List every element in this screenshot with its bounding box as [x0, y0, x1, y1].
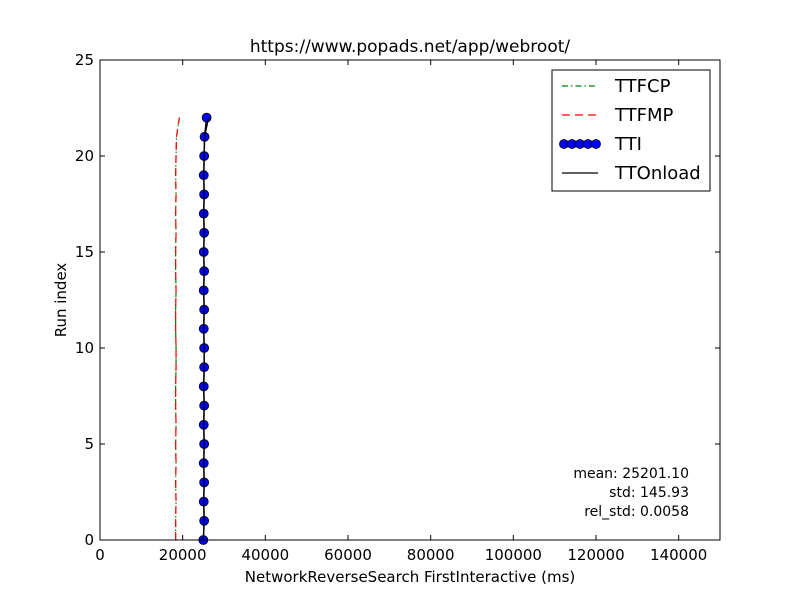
series-line-ttonload — [202, 117, 210, 541]
series-ttfmp — [175, 117, 180, 540]
y-tick-label: 20 — [75, 147, 94, 165]
x-axis-label: NetworkReverseSearch FirstInteractive (m… — [245, 568, 576, 586]
chart-title: https://www.popads.net/app/webroot/ — [250, 37, 571, 57]
legend-marker — [591, 139, 601, 149]
stat-rel-std: rel_std: 0.0058 — [584, 504, 689, 520]
legend: TTFCP TTFMP TTI TTOnload — [551, 69, 711, 192]
x-tick-label: 60000 — [324, 546, 372, 564]
x-tick-label: 0 — [95, 546, 105, 564]
x-tick-label: 80000 — [407, 546, 455, 564]
series-ttonload — [202, 117, 210, 541]
legend-label: TTFCP — [614, 76, 671, 97]
y-tick-label: 0 — [84, 531, 94, 549]
legend-label: TTFMP — [614, 105, 674, 126]
stats-annotation: mean: 25201.10 std: 145.93 rel_std: 0.00… — [573, 466, 689, 520]
legend-label: TTOnload — [614, 163, 701, 184]
x-tick-label: 40000 — [241, 546, 289, 564]
series-layer — [175, 112, 212, 545]
y-tick-label: 5 — [84, 435, 94, 453]
stat-mean: mean: 25201.10 — [573, 466, 689, 482]
legend-item-ttfmp: TTFMP — [562, 105, 674, 126]
x-tick-label: 140000 — [650, 546, 707, 564]
y-tick-label: 15 — [75, 243, 94, 261]
stat-std: std: 145.93 — [609, 485, 689, 501]
y-tick-label: 10 — [75, 339, 94, 357]
tick-layer: 0 20000 40000 60000 80000 100000 120000 140000 0… — [75, 51, 720, 564]
x-tick-label: 120000 — [567, 546, 624, 564]
tti-point — [201, 112, 212, 123]
x-tick-label: 100000 — [485, 546, 542, 564]
series-line-ttfmp — [175, 117, 180, 540]
legend-label: TTI — [614, 134, 642, 155]
legend-item-ttonload: TTOnload — [562, 163, 701, 184]
y-axis-label: Run index — [52, 263, 70, 338]
legend-item-tti: TTI — [559, 134, 642, 155]
x-tick-label: 20000 — [159, 546, 207, 564]
plot-frame — [99, 59, 721, 541]
legend-frame — [551, 69, 711, 192]
y-tick-label: 25 — [75, 51, 94, 69]
series-tti — [198, 112, 212, 545]
legend-item-ttfcp: TTFCP — [562, 76, 671, 97]
